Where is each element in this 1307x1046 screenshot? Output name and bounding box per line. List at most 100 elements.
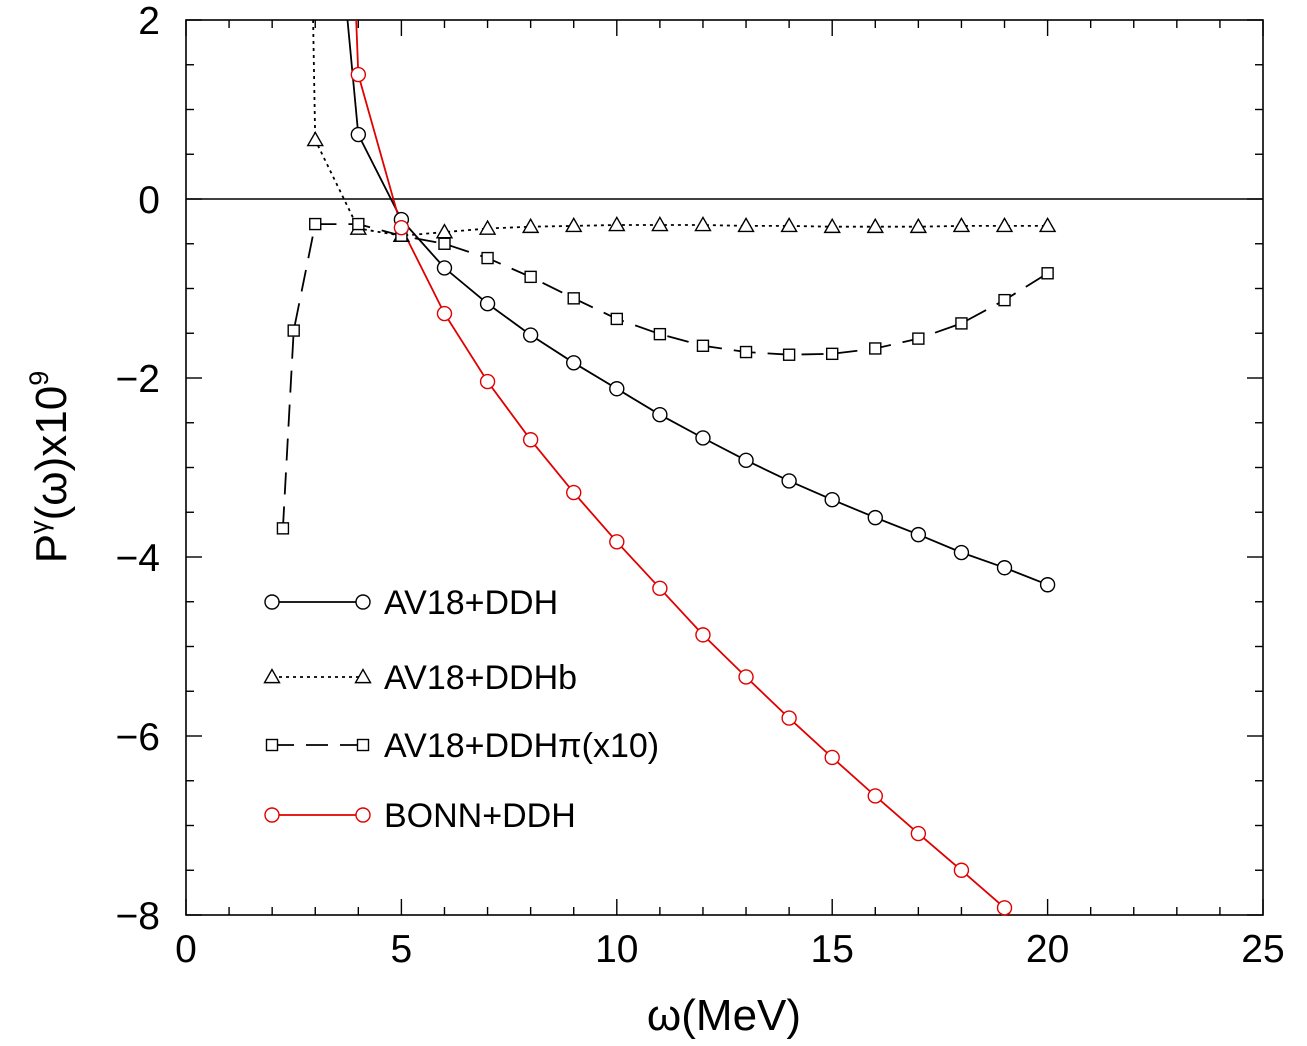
data-point-circle [953,862,970,878]
data-point-circle [522,327,539,343]
data-point-circle [393,219,410,236]
x-tick-label: 0 [175,928,197,971]
data-point-circle [436,305,453,322]
x-tick-label: 5 [391,928,413,971]
data-point-circle [566,355,582,371]
data-point-circle [910,526,927,543]
axis-ticks [185,19,1264,916]
data-point-circle [652,406,668,423]
data-point-circle [781,710,797,726]
data-point-triangle [521,217,540,234]
series-line [312,20,1048,237]
data-point-square [524,270,537,284]
data-point-square [287,324,300,337]
data-point-square [352,217,365,231]
data-point-circle [264,807,280,823]
series-line [282,223,1049,529]
series-layer [282,20,1049,915]
y-tick-label: 2 [138,0,160,43]
data-point-square [869,342,882,355]
data-point-circle [996,560,1013,576]
x-tick-label: 25 [1241,928,1284,971]
data-point-triangle [909,217,928,234]
data-point-circle [609,534,625,550]
data-point-square [696,339,710,352]
data-point-circle [738,669,754,685]
data-point-square [481,251,494,265]
data-point-circle [355,594,371,610]
data-point-circle [479,296,496,312]
data-point-triangle [608,216,626,232]
data-point-square [567,292,580,305]
data-point-circle [910,825,927,842]
y-tick-label: −4 [116,537,160,580]
data-point-circle [652,580,668,597]
data-point-triangle [866,217,884,234]
y-axis-title-base: P [27,534,76,563]
y-tick-label: 0 [138,179,160,222]
series-line [346,20,1048,586]
data-point-circle [350,66,367,83]
data-point-triangle [651,216,669,232]
y-tick-label: −2 [116,358,160,401]
data-point-circle [738,452,754,469]
x-tick-label: 15 [811,928,854,971]
marker-layer [276,66,1057,916]
data-point-square [309,217,322,231]
x-tick-label: 20 [1026,928,1069,971]
data-point-circle [953,544,970,561]
data-point-triangle [565,216,583,233]
legend-label: AV18+DDHπ(x10) [384,727,659,765]
data-point-square [955,317,968,330]
data-point-circle [996,900,1013,916]
data-point-circle [867,788,883,804]
data-point-triangle [823,217,841,234]
data-point-circle [1039,577,1056,593]
x-tick-label: 10 [595,928,638,971]
data-point-triangle [694,216,712,232]
data-point-triangle [737,216,755,233]
data-point-square [265,738,279,752]
data-point-circle [695,430,711,446]
data-point-circle [522,432,539,448]
legend-label: BONN+DDH [384,797,576,835]
data-point-circle [264,594,280,610]
data-point-square [739,345,753,359]
data-point-square [356,738,370,752]
data-point-square [653,327,667,341]
data-point-triangle [478,219,497,235]
legend: AV18+DDH AV18+DDHb AV18+DDHπ(x10) BONN+DDH [263,584,659,835]
data-point-square [276,522,290,535]
y-axis-title: Pγ(ω)x109 [24,371,76,564]
data-point-triangle [306,131,324,147]
data-point-square [438,237,451,250]
data-point-triangle [995,216,1014,233]
y-axis-title-rest: (ω)x10 [27,386,76,521]
data-point-triangle [1038,216,1057,233]
series-line [355,20,1011,915]
data-point-square [782,348,796,361]
data-point-circle [781,473,797,489]
data-point-square [912,332,925,345]
x-axis-title: ω(MeV) [647,991,801,1040]
y-tick-label: −6 [116,716,160,759]
legend-label: AV18+DDHb [384,659,577,697]
data-point-circle [479,373,496,390]
data-point-circle [566,484,582,501]
data-point-triangle [952,216,971,233]
data-point-triangle [354,668,372,684]
plot-frame [185,19,1264,916]
data-point-circle [350,126,367,143]
data-point-triangle [780,216,798,233]
data-point-square [610,312,623,326]
data-point-triangle [263,668,281,684]
tick-labels: 0 5 10 15 20 25 −8 −6 −4 −2 0 2 [116,0,1285,971]
data-point-circle [609,381,625,397]
data-point-square [998,293,1011,307]
legend-label: AV18+DDH [384,584,558,622]
data-point-circle [355,807,371,823]
data-point-square [826,347,839,361]
y-tick-label: −8 [116,895,160,938]
data-point-circle [824,749,840,766]
